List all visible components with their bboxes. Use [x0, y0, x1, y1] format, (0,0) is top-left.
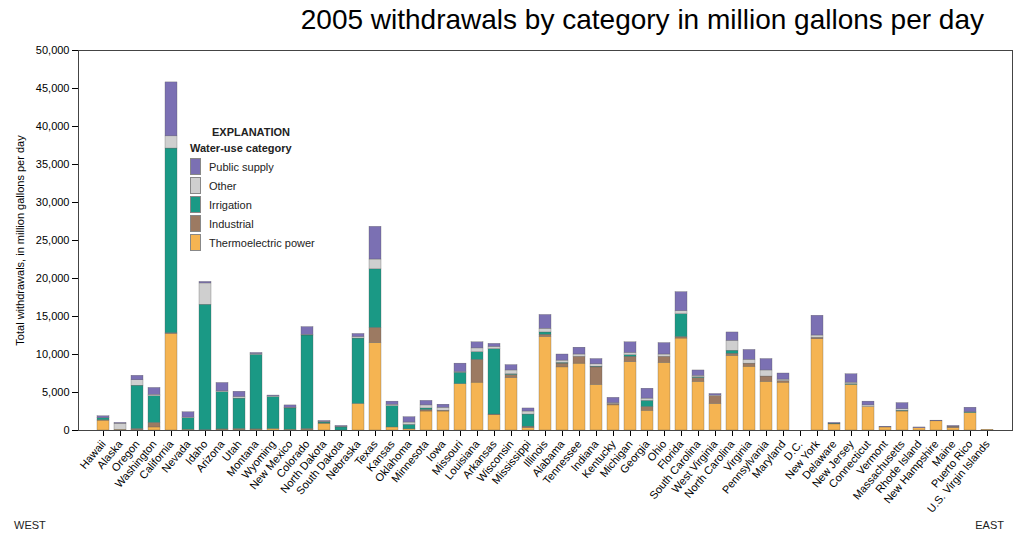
svg-text:Minnesota: Minnesota [389, 437, 431, 484]
svg-text:Ohio: Ohio [644, 437, 669, 464]
svg-text:South Carolina: South Carolina [646, 437, 703, 502]
svg-text:New York: New York [782, 437, 822, 482]
svg-text:30,000: 30,000 [36, 196, 70, 208]
svg-text:10,000: 10,000 [36, 348, 70, 360]
svg-text:California: California [136, 437, 176, 482]
svg-text:Arizona: Arizona [193, 437, 227, 475]
svg-text:Pennsylvania: Pennsylvania [719, 437, 771, 496]
svg-text:Kansas: Kansas [363, 437, 397, 474]
svg-text:40,000: 40,000 [36, 120, 70, 132]
svg-text:New Jersey: New Jersey [809, 437, 856, 490]
svg-text:Idaho: Idaho [182, 437, 210, 467]
svg-text:Texas: Texas [352, 437, 380, 468]
svg-text:Puerto Rico: Puerto Rico [928, 437, 975, 490]
svg-text:South Dakota: South Dakota [293, 437, 346, 497]
html-text:2005 withdrawals by category i: 2005 withdrawals by category in million … [300, 4, 984, 35]
svg-text:Maine: Maine [929, 437, 958, 469]
svg-text:5,000: 5,000 [42, 386, 70, 398]
svg-text:25,000: 25,000 [36, 234, 70, 246]
svg-text:35,000: 35,000 [36, 158, 70, 170]
svg-text:Massachusetts: Massachusetts [850, 437, 907, 502]
svg-text:Oklahoma: Oklahoma [372, 437, 414, 484]
svg-text:20,000: 20,000 [36, 272, 70, 284]
html-text:Irrigation: Irrigation [209, 198, 252, 211]
svg-text:Montana: Montana [224, 437, 261, 479]
svg-text:Kentucky: Kentucky [579, 437, 618, 481]
svg-text:Rhode Island: Rhode Island [872, 437, 924, 496]
html-text:EXPLANATION: EXPLANATION [212, 126, 290, 138]
svg-text:Georgia: Georgia [617, 437, 652, 476]
svg-text:Indiana: Indiana [568, 437, 601, 474]
html-text:WEST: WEST [14, 519, 46, 531]
html-text:Water-use category: Water-use category [190, 142, 292, 154]
svg-text:Michigan: Michigan [597, 437, 635, 480]
svg-text:Maryland: Maryland [749, 437, 788, 481]
svg-text:Connecticut: Connecticut [826, 437, 873, 491]
svg-text:U.S. Virgin Islands: U.S. Virgin Islands [924, 438, 992, 515]
svg-text:Vermont: Vermont [854, 437, 890, 477]
svg-text:Nebraska: Nebraska [323, 437, 363, 482]
svg-text:Utah: Utah [219, 437, 244, 464]
svg-text:Iowa: Iowa [423, 437, 448, 464]
svg-text:Washington: Washington [112, 437, 159, 490]
html-text:Other: Other [209, 179, 237, 192]
svg-text:Delaware: Delaware [799, 437, 839, 482]
svg-text:Wisconsin: Wisconsin [474, 437, 516, 484]
svg-text:Missouri: Missouri [429, 437, 465, 477]
svg-text:50,000: 50,000 [36, 44, 70, 56]
svg-text:D.C.: D.C. [781, 437, 805, 463]
html-text:EAST: EAST [975, 519, 1004, 531]
svg-text:15,000: 15,000 [36, 310, 70, 322]
html-text:Thermoelectric power: Thermoelectric power [209, 236, 315, 249]
html-text:Industrial: Industrial [209, 217, 254, 230]
svg-text:New Hampshire: New Hampshire [881, 438, 940, 506]
svg-text:Wyoming: Wyoming [239, 437, 278, 481]
svg-text:45,000: 45,000 [36, 82, 70, 94]
svg-text:Mississippi: Mississippi [489, 437, 533, 487]
svg-text:Louisiana: Louisiana [442, 437, 482, 482]
html-text:Public supply: Public supply [209, 160, 274, 173]
svg-text:West Virginia: West Virginia [669, 437, 720, 495]
svg-text:Alabama: Alabama [529, 437, 567, 479]
svg-text:Tennessee: Tennessee [540, 437, 584, 487]
svg-text:North Carolina: North Carolina [681, 437, 737, 500]
svg-text:Total withdrawals, in million: Total withdrawals, in million gallons pe… [14, 135, 26, 346]
svg-text:Hawaii: Hawaii [77, 437, 108, 471]
svg-text:Nevada: Nevada [159, 437, 193, 475]
svg-text:Colorado: Colorado [273, 437, 312, 480]
svg-text:North Dakota: North Dakota [277, 437, 329, 496]
svg-text:New Mexico: New Mexico [247, 437, 295, 492]
svg-text:Illinois: Illinois [520, 437, 550, 469]
svg-text:Oregon: Oregon [108, 437, 142, 474]
svg-text:Arkansas: Arkansas [460, 437, 499, 481]
svg-text:Virginia: Virginia [721, 437, 754, 474]
svg-text:Alaska: Alaska [94, 437, 125, 471]
svg-text:0: 0 [63, 424, 69, 436]
svg-text:Florida: Florida [654, 437, 686, 472]
